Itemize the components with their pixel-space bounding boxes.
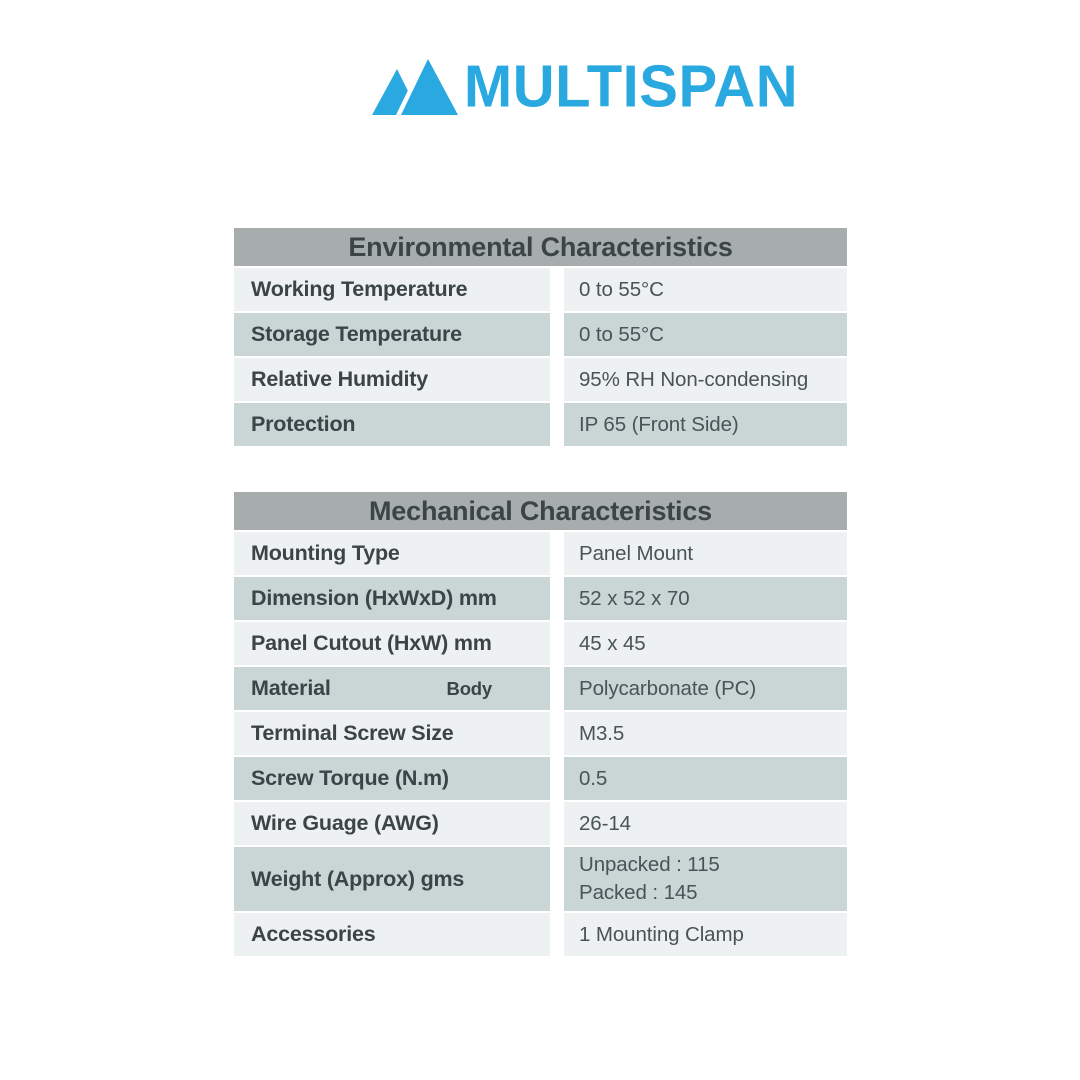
row-label: Weight (Approx) gms <box>251 866 465 891</box>
table-row: Relative Humidity 95% RH Non-condensing <box>234 358 847 401</box>
row-label-cell: Dimension (HxWxD) mm <box>234 577 550 620</box>
brand-logo: MULTISPAN <box>44 51 1080 120</box>
row-value: 0.5 <box>564 757 847 800</box>
value-line: 52 x 52 x 70 <box>579 586 690 610</box>
row-value: 95% RH Non-condensing <box>564 358 847 401</box>
value-line: IP 65 (Front Side) <box>579 412 739 436</box>
column-divider <box>550 667 564 710</box>
row-value: 52 x 52 x 70 <box>564 577 847 620</box>
column-divider <box>550 622 564 665</box>
row-label: Panel Cutout (HxW) mm <box>251 631 492 655</box>
table-row: Accessories 1 Mounting Clamp <box>234 913 847 956</box>
value-line: 0 to 55°C <box>579 277 664 301</box>
row-value: 1 Mounting Clamp <box>564 913 847 956</box>
column-divider <box>550 712 564 755</box>
table-row: Storage Temperature 0 to 55°C <box>234 313 847 356</box>
row-label: Screw Torque (N.m) <box>251 766 449 790</box>
table-row: Terminal Screw Size M3.5 <box>234 712 847 755</box>
column-divider <box>550 577 564 620</box>
column-divider <box>550 358 564 401</box>
table-row: Panel Cutout (HxW) mm 45 x 45 <box>234 622 847 665</box>
column-divider <box>550 268 564 311</box>
row-label-cell: Terminal Screw Size <box>234 712 550 755</box>
row-label: Terminal Screw Size <box>251 721 454 745</box>
table-body: Mounting Type Panel Mount Dimension (HxW… <box>234 532 847 956</box>
row-label: Wire Guage (AWG) <box>251 811 439 835</box>
table-body: Working Temperature 0 to 55°C Storage Te… <box>234 268 847 446</box>
row-label-cell: Material Body <box>234 667 550 710</box>
row-label-cell: Storage Temperature <box>234 313 550 356</box>
table-row: Material Body Polycarbonate (PC) <box>234 667 847 710</box>
value-line: 1 Mounting Clamp <box>579 922 744 946</box>
value-line: 0 to 55°C <box>579 322 664 346</box>
row-label: Mounting Type <box>251 541 400 565</box>
row-label-cell: Weight (Approx) gms <box>234 847 550 911</box>
value-line: 26-14 <box>579 811 631 835</box>
row-label: Protection <box>251 412 356 436</box>
value-line: M3.5 <box>579 721 625 745</box>
table-row: Dimension (HxWxD) mm 52 x 52 x 70 <box>234 577 847 620</box>
row-label: Material <box>251 676 331 700</box>
spec-table: Mechanical Characteristics Mounting Type… <box>234 492 847 958</box>
table-row: Mounting Type Panel Mount <box>234 532 847 575</box>
row-value: 0 to 55°C <box>564 268 847 311</box>
mountain-logo-icon <box>370 51 464 116</box>
row-label: Storage Temperature <box>251 322 462 346</box>
column-divider <box>550 403 564 446</box>
row-label-cell: Wire Guage (AWG) <box>234 802 550 845</box>
row-label-cell: Accessories <box>234 913 550 956</box>
column-divider <box>550 313 564 356</box>
table-row: Protection IP 65 (Front Side) <box>234 403 847 446</box>
value-line: 45 x 45 <box>579 631 646 655</box>
table-row: Screw Torque (N.m) 0.5 <box>234 757 847 800</box>
value-line: Polycarbonate (PC) <box>579 676 757 700</box>
row-value: M3.5 <box>564 712 847 755</box>
row-value: Polycarbonate (PC) <box>564 667 847 710</box>
table-row: Weight (Approx) gms Unpacked : 115 Packed… <box>234 847 847 911</box>
spec-table: Environmental Characteristics Working Te… <box>234 228 847 448</box>
column-divider <box>550 802 564 845</box>
column-divider <box>550 913 564 956</box>
row-sublabel: Body <box>446 677 493 699</box>
value-line: 0.5 <box>579 766 608 790</box>
row-value: 45 x 45 <box>564 622 847 665</box>
row-label-cell: Screw Torque (N.m) <box>234 757 550 800</box>
row-label: Dimension (HxWxD) mm <box>251 586 497 610</box>
value-line: Packed : 145 <box>579 881 698 904</box>
column-divider <box>550 757 564 800</box>
column-divider <box>550 532 564 575</box>
row-label-cell: Panel Cutout (HxW) mm <box>234 622 550 665</box>
row-value: 0 to 55°C <box>564 313 847 356</box>
row-label-cell: Relative Humidity <box>234 358 550 401</box>
value-line: 95% RH Non-condensing <box>579 367 809 391</box>
row-label-cell: Protection <box>234 403 550 446</box>
row-label: Accessories <box>251 922 376 946</box>
table-title: Mechanical Characteristics <box>234 492 847 530</box>
table-row: Wire Guage (AWG) 26-14 <box>234 802 847 845</box>
row-value: 26-14 <box>564 802 847 845</box>
value-line: Unpacked : 115 <box>579 853 720 876</box>
row-value: IP 65 (Front Side) <box>564 403 847 446</box>
column-divider <box>550 847 564 911</box>
row-label: Relative Humidity <box>251 367 429 391</box>
row-label-cell: Working Temperature <box>234 268 550 311</box>
row-value: Unpacked : 115 Packed : 145 <box>564 847 847 911</box>
row-value: Panel Mount <box>564 532 847 575</box>
table-title: Environmental Characteristics <box>234 228 847 266</box>
table-row: Working Temperature 0 to 55°C <box>234 268 847 311</box>
row-label-cell: Mounting Type <box>234 532 550 575</box>
logo-text: MULTISPAN <box>463 53 799 120</box>
value-line: Panel Mount <box>579 541 694 565</box>
row-label: Working Temperature <box>251 277 468 301</box>
